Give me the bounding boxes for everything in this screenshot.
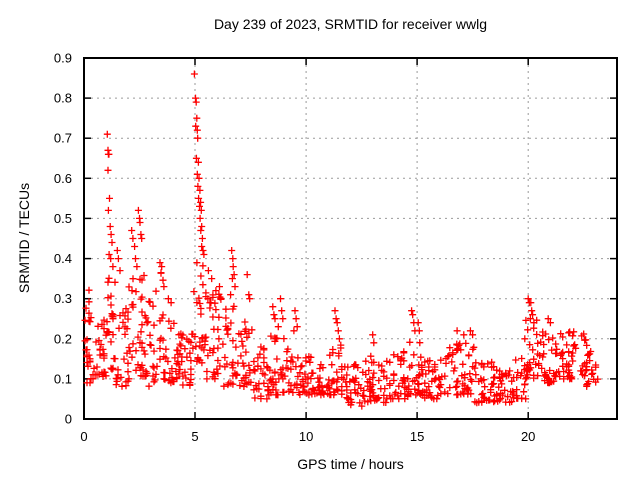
y-tick-label: 0.8 [54,91,72,106]
x-tick-label: 0 [80,429,87,444]
y-tick-label: 0.5 [54,211,72,226]
y-tick-label: 0.1 [54,371,72,386]
x-axis-label: GPS time / hours [297,456,404,472]
y-tick-label: 0.2 [54,331,72,346]
x-tick-label: 15 [410,429,424,444]
y-tick-label: 0.3 [54,291,72,306]
y-tick-label: 0.4 [54,251,72,266]
chart-title: Day 239 of 2023, SRMTID for receiver wwl… [213,16,488,32]
x-tick-label: 5 [191,429,198,444]
y-tick-label: 0.6 [54,171,72,186]
y-tick-label: 0 [65,412,72,427]
x-tick-label: 10 [299,429,313,444]
data-points [81,70,602,410]
y-tick-label: 0.7 [54,131,72,146]
plot-border [83,57,618,420]
y-tick-label: 0.9 [54,51,72,66]
x-tick-label: 20 [521,429,535,444]
